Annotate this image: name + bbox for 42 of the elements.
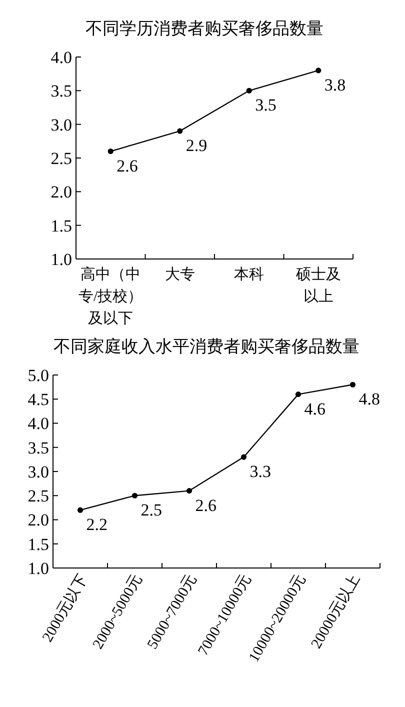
x-tick-label: 硕士及以上 bbox=[294, 266, 341, 305]
data-label: 2.9 bbox=[186, 136, 208, 156]
y-tick-label: 4.0 bbox=[28, 414, 49, 434]
data-label: 3.3 bbox=[250, 462, 271, 482]
y-tick-label: 1.0 bbox=[50, 250, 72, 269]
point bbox=[246, 88, 252, 94]
point bbox=[77, 507, 84, 513]
data-label: 2.5 bbox=[140, 500, 162, 520]
point bbox=[350, 382, 356, 388]
data-label: 3.8 bbox=[324, 75, 346, 94]
x-tick-label: 本科 bbox=[234, 266, 264, 283]
y-tick-label: 1.5 bbox=[50, 216, 72, 236]
data-label: 2.6 bbox=[116, 156, 138, 176]
y-tick-label: 4.5 bbox=[28, 390, 49, 410]
y-tick-label: 3.0 bbox=[28, 462, 49, 482]
point bbox=[186, 488, 192, 494]
y-tick-label: 3.0 bbox=[50, 115, 72, 134]
data-label: 4.6 bbox=[304, 399, 326, 418]
point bbox=[240, 454, 247, 460]
point bbox=[295, 392, 302, 398]
data-label: 4.8 bbox=[358, 390, 380, 409]
y-tick-label: 5.0 bbox=[28, 366, 49, 385]
y-tick-label: 3.5 bbox=[28, 438, 49, 458]
data-label: 2.6 bbox=[195, 496, 216, 515]
point bbox=[108, 148, 114, 154]
y-tick-label: 2.5 bbox=[28, 486, 49, 506]
y-tick-label: 1.5 bbox=[28, 534, 49, 554]
x-tick-label: 高中（中专/技校）及以下 bbox=[78, 266, 143, 327]
point bbox=[177, 128, 183, 134]
y-tick-label: 2.0 bbox=[28, 510, 49, 530]
y-tick-label: 2.5 bbox=[50, 148, 72, 168]
x-tick-label: 大专 bbox=[164, 266, 195, 283]
chart-title: 不同学历消费者购买奢侈品数量 bbox=[86, 19, 324, 38]
y-tick-label: 1.0 bbox=[28, 558, 49, 578]
data-label: 3.5 bbox=[255, 96, 276, 115]
chart-title: 不同家庭收入水平消费者购买奢侈品数量 bbox=[54, 337, 360, 356]
y-tick-label: 3.5 bbox=[50, 82, 72, 101]
y-tick-label: 2.0 bbox=[50, 182, 72, 202]
point bbox=[132, 492, 138, 498]
point bbox=[316, 68, 322, 74]
y-tick-label: 4.0 bbox=[50, 48, 72, 67]
data-label: 2.2 bbox=[86, 515, 108, 534]
